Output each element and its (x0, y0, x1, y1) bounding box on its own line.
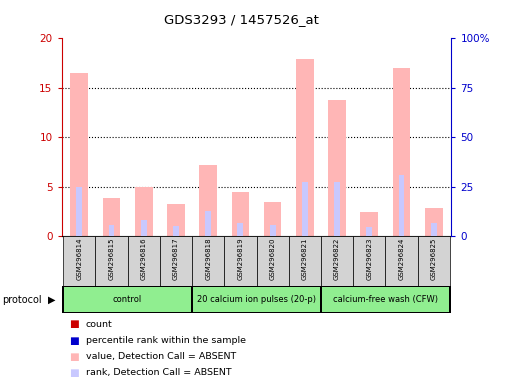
Bar (296, 59, 313, 236)
Bar (238, 223, 243, 236)
Text: protocol: protocol (3, 295, 42, 305)
Bar (431, 223, 437, 236)
Text: GSM296817: GSM296817 (173, 238, 179, 280)
Text: GSM296823: GSM296823 (366, 238, 372, 280)
Text: GSM296822: GSM296822 (334, 238, 340, 280)
Text: GSM296821: GSM296821 (302, 238, 308, 280)
Bar (353, 236, 385, 286)
Bar (70, 73, 88, 236)
Bar (366, 227, 372, 236)
Bar (224, 236, 256, 286)
Bar (95, 236, 128, 286)
Text: ■: ■ (69, 368, 79, 378)
Text: GSM296819: GSM296819 (238, 238, 243, 280)
Bar (418, 236, 450, 286)
Bar (167, 204, 185, 236)
Bar (334, 182, 340, 236)
Text: 20 calcium ion pulses (20-p): 20 calcium ion pulses (20-p) (197, 295, 316, 304)
Bar (392, 68, 410, 236)
Text: ■: ■ (69, 319, 79, 329)
Bar (205, 212, 211, 236)
Text: GSM296815: GSM296815 (109, 238, 114, 280)
Bar (231, 192, 249, 236)
Bar (135, 187, 152, 236)
Bar (63, 236, 95, 286)
Bar (64, 287, 191, 312)
Bar (200, 165, 217, 236)
Bar (160, 236, 192, 286)
Bar (385, 236, 418, 286)
Bar (256, 236, 289, 286)
Bar (321, 236, 353, 286)
Bar (141, 220, 147, 236)
Text: count: count (86, 320, 112, 329)
Text: GSM296820: GSM296820 (270, 238, 275, 280)
Bar (322, 287, 449, 312)
Text: value, Detection Call = ABSENT: value, Detection Call = ABSENT (86, 352, 236, 361)
Bar (264, 202, 282, 236)
Text: ■: ■ (69, 352, 79, 362)
Bar (302, 182, 308, 236)
Bar (128, 236, 160, 286)
Bar (328, 100, 346, 236)
Text: GDS3293 / 1457526_at: GDS3293 / 1457526_at (164, 13, 319, 26)
Text: calcium-free wash (CFW): calcium-free wash (CFW) (333, 295, 438, 304)
Bar (270, 225, 275, 236)
Bar (192, 236, 224, 286)
Bar (289, 236, 321, 286)
Text: GSM296816: GSM296816 (141, 238, 147, 280)
Text: GSM296825: GSM296825 (431, 238, 437, 280)
Text: ■: ■ (69, 336, 79, 346)
Bar (361, 212, 378, 236)
Text: percentile rank within the sample: percentile rank within the sample (86, 336, 246, 345)
Text: GSM296818: GSM296818 (205, 238, 211, 280)
Bar (103, 198, 121, 236)
Text: control: control (113, 295, 142, 304)
Bar (173, 226, 179, 236)
Bar (399, 175, 404, 236)
Bar (193, 287, 320, 312)
Text: rank, Detection Call = ABSENT: rank, Detection Call = ABSENT (86, 368, 231, 377)
Text: GSM296814: GSM296814 (76, 238, 82, 280)
Bar (76, 187, 82, 236)
Bar (425, 209, 443, 236)
Text: GSM296824: GSM296824 (399, 238, 404, 280)
Bar (109, 225, 114, 236)
Text: ▶: ▶ (48, 295, 55, 305)
